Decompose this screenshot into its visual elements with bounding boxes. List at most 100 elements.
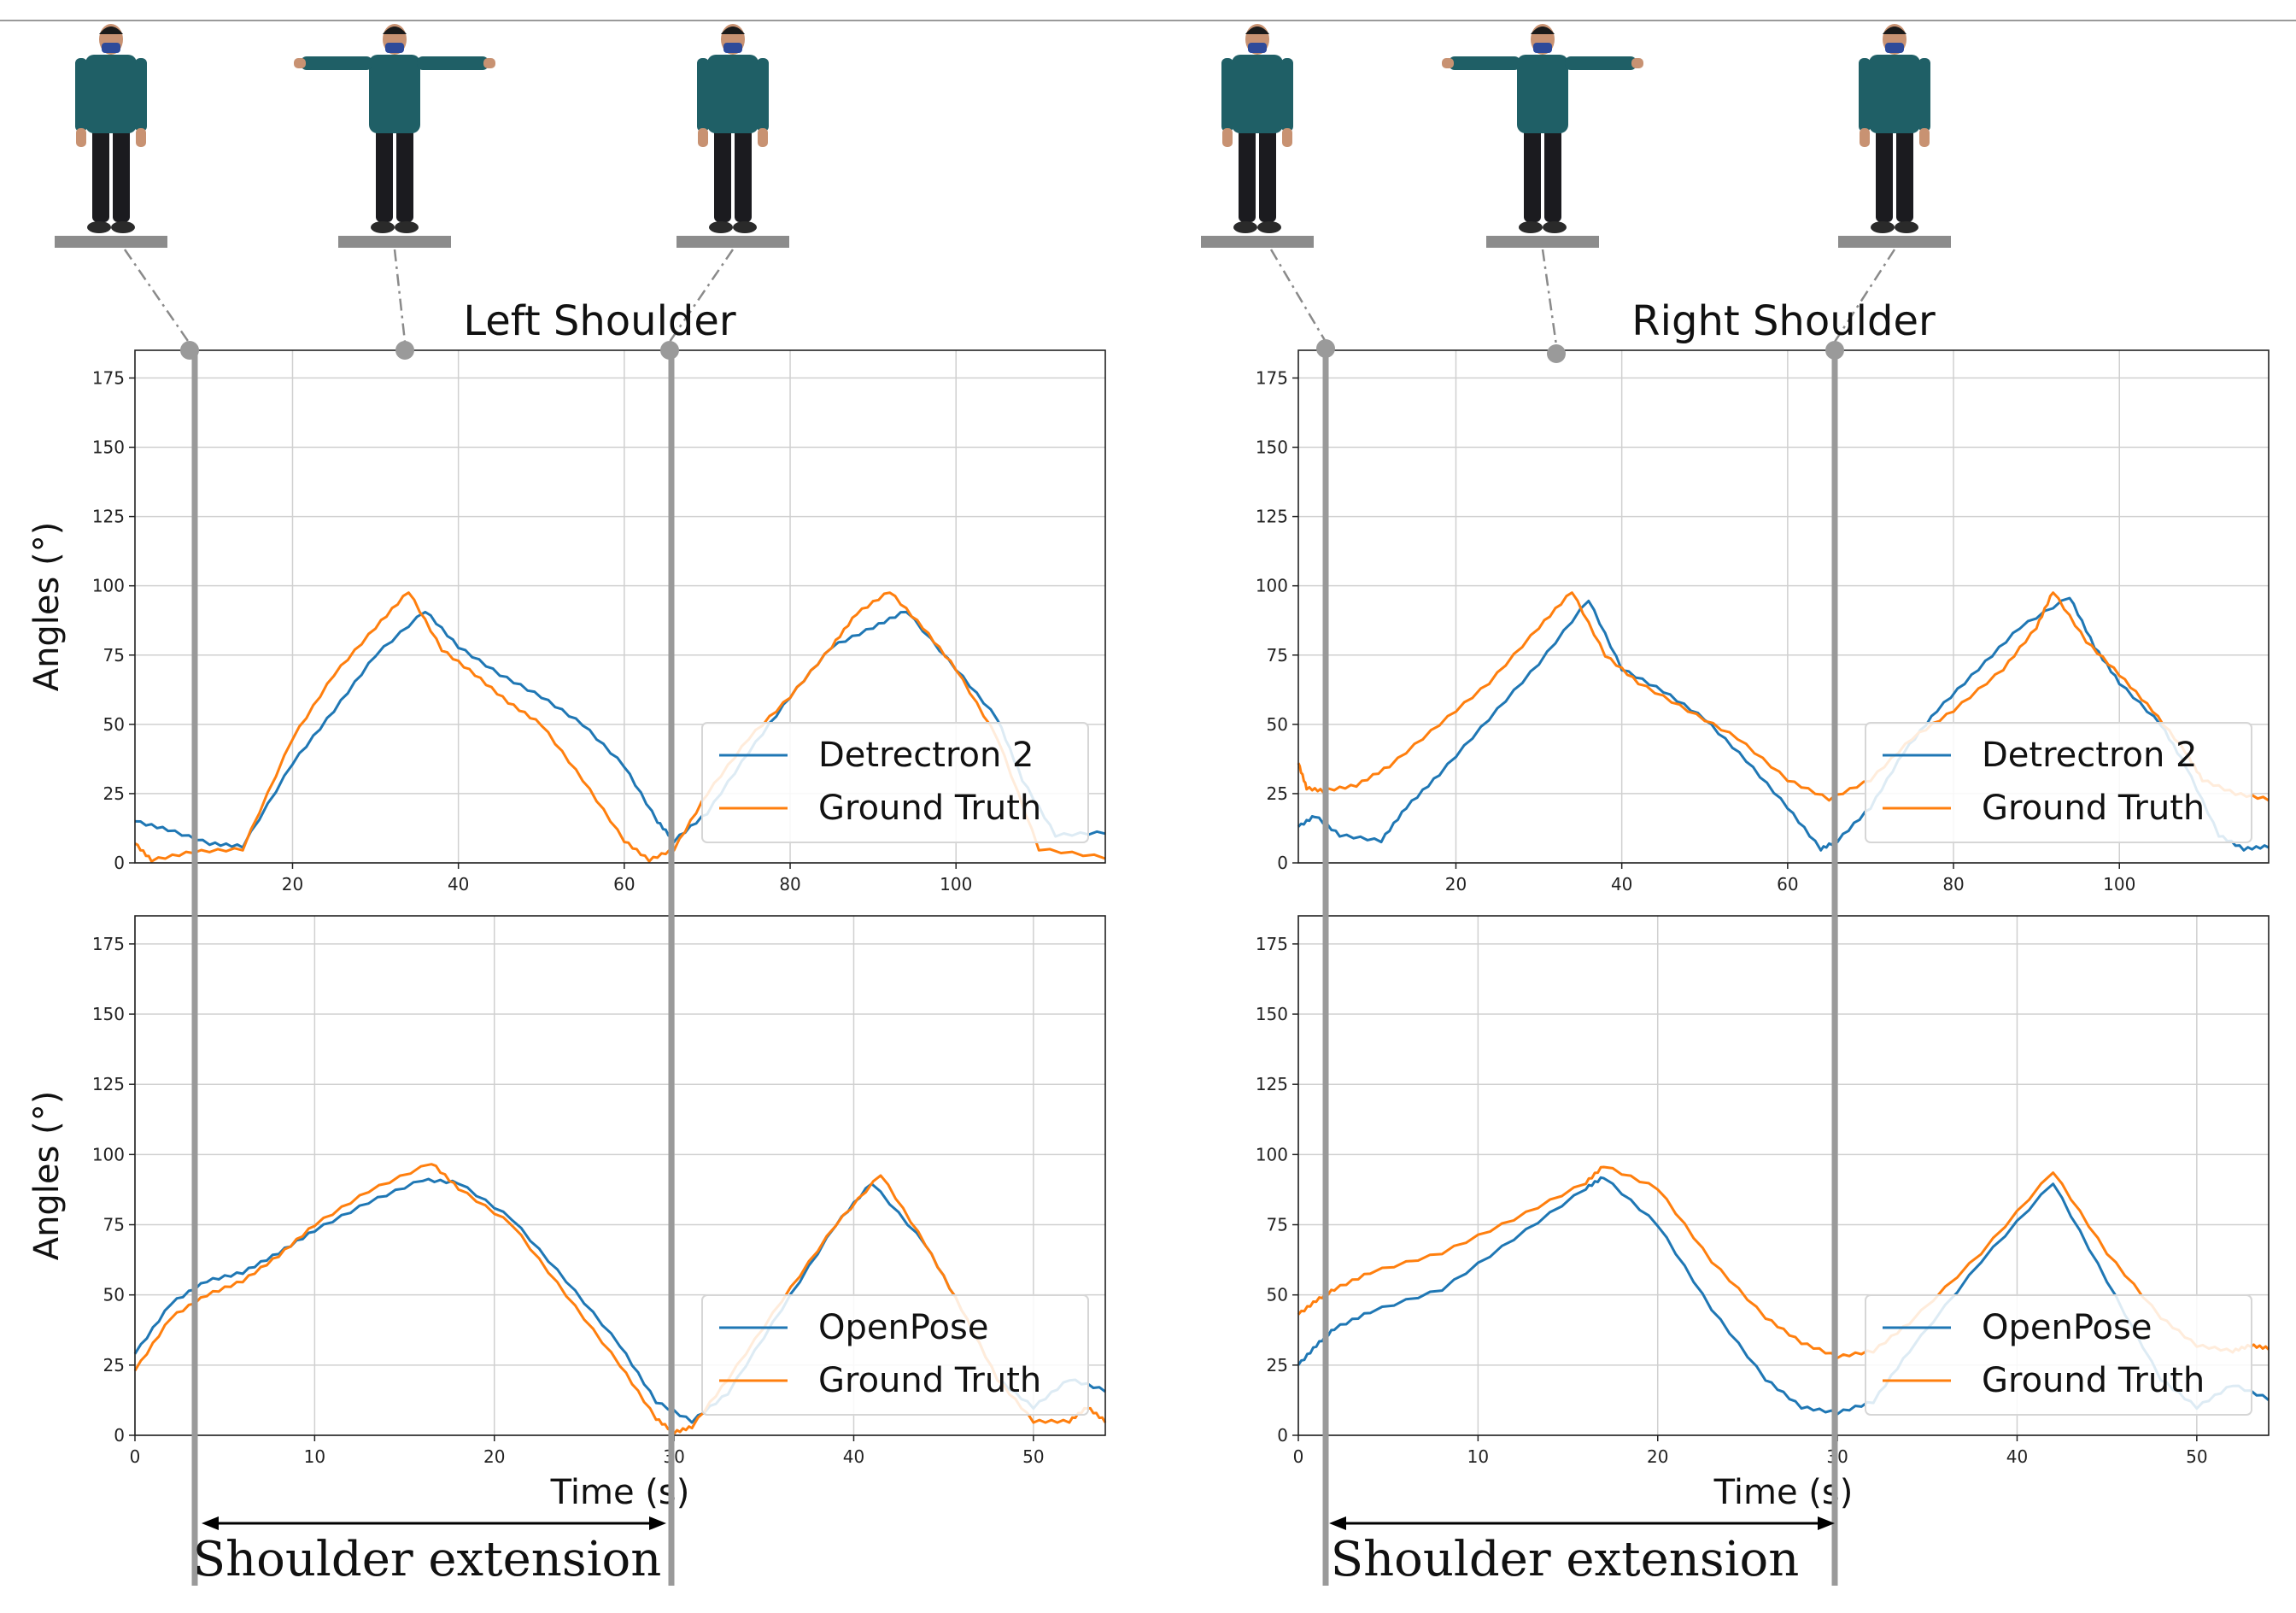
arm-right [1565,56,1637,70]
arm-right [135,58,147,132]
y-tick-label: 150 [92,437,125,458]
mask [1885,43,1904,53]
y-tick-label: 25 [1267,1355,1288,1375]
standing-pose-icon [676,24,789,248]
pose-illustrations [55,24,1951,248]
phase-marker-dot [1316,339,1335,358]
legend-box [1865,1294,2252,1416]
standing-pose-icon [1201,24,1314,248]
connector-line [1269,249,1327,343]
hand-right [1282,128,1292,147]
x-tick-label: 40 [843,1446,864,1467]
standing-pose-icon [1838,24,1951,248]
arm-right [1281,58,1293,132]
y-tick-label: 25 [103,783,125,804]
y-tick-label: 100 [92,1144,125,1164]
x-tick-label: 20 [282,874,303,894]
legend: Detrectron 2 Ground Truth [701,722,1089,843]
x-tick-label: 40 [448,874,469,894]
platform [1201,236,1314,248]
y-tick-label: 175 [1256,367,1288,388]
y-axis-label: Angles (°) [27,522,67,692]
y-tick-label: 175 [92,367,125,388]
shoe-right [1543,221,1567,233]
left-extension-label: Shoulder extension [193,1532,662,1587]
phase-marker-dot [660,341,679,360]
legend: OpenPose Ground Truth [1865,1294,2252,1416]
y-tick-label: 75 [103,1215,125,1235]
platform [338,236,451,248]
x-tick-label: 10 [304,1446,325,1467]
y-tick-label: 0 [114,853,125,873]
leg-right [396,128,413,222]
y-tick-label: 25 [1267,783,1288,804]
y-tick-label: 100 [1256,1144,1288,1164]
leg-right [735,128,752,222]
hand-left [698,128,708,147]
torso [1232,55,1283,133]
y-tick-label: 150 [1256,1004,1288,1024]
y-tick-label: 25 [103,1355,125,1375]
right-arrowhead-start [1329,1516,1346,1530]
shoe-right [1257,221,1281,233]
hand-right [758,128,768,147]
connector-line [393,249,407,343]
legend-label: Detrectron 2 [1982,736,2198,775]
phase-marker-dot [395,341,414,360]
hand-right [136,128,146,147]
t-pose-icon [294,24,495,248]
y-axis-label: Angles (°) [27,1091,67,1261]
y-tick-label: 0 [1277,1425,1288,1446]
plot-frame [1297,915,2270,1436]
hand-right [1631,58,1643,68]
leg-left [1524,128,1541,222]
plot-frame [134,349,1106,864]
series-line-ground-truth [1297,591,2270,802]
platform [1486,236,1599,248]
x-tick-label: 100 [2103,874,2135,894]
x-axis-label: Time (s) [1713,1473,1854,1512]
left-shoulder-title: Left Shoulder [463,297,736,345]
connector-line [1541,249,1558,346]
connector-line [123,249,191,344]
y-tick-label: 75 [1267,1215,1288,1235]
y-tick-label: 50 [1267,1285,1288,1305]
x-tick-label: 60 [613,874,635,894]
legend: Detrectron 2 Ground Truth [1865,722,2252,843]
leg-left [92,128,109,222]
x-tick-label: 20 [1445,874,1467,894]
hand-left [294,58,306,68]
legend: OpenPose Ground Truth [701,1294,1089,1416]
hand-right [483,58,495,68]
y-tick-label: 50 [103,714,125,735]
hair [1531,26,1555,34]
leg-right [113,128,130,222]
left-arrowhead-start [202,1516,219,1530]
y-tick-label: 175 [1256,934,1288,954]
legend-label: OpenPose [1982,1308,2152,1347]
leg-right [1896,128,1913,222]
connector-line [668,249,735,343]
shoe-left [371,221,395,233]
torso [1869,55,1920,133]
x-tick-label: 0 [130,1446,141,1467]
y-tick-label: 150 [1256,437,1288,458]
plot-frame [134,915,1106,1436]
arm-right [757,58,769,132]
hair [1245,26,1269,34]
mask [723,43,742,53]
legend-box [701,1294,1089,1416]
pose-connectors [123,249,1896,346]
legend-label: Detrectron 2 [818,736,1034,775]
shoe-left [1519,221,1543,233]
legend-label: Ground Truth [1982,789,2205,828]
phase-marker-dot [1547,344,1566,363]
x-tick-label: 40 [2006,1446,2028,1467]
torso [85,55,137,133]
leg-right [1259,128,1276,222]
leg-left [1239,128,1256,222]
x-tick-label: 50 [2186,1446,2207,1467]
hand-left [76,128,86,147]
left-extension-annotation: Shoulder extension [193,1516,666,1587]
